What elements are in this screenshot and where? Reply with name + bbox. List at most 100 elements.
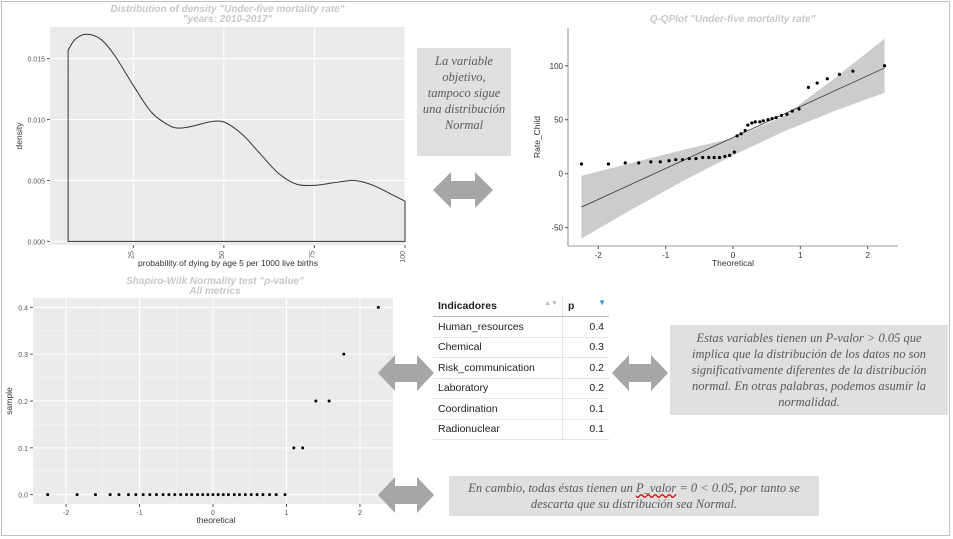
qq-point <box>623 161 627 165</box>
density-panel <box>50 27 405 245</box>
qq-y-label: Rate_Child <box>532 116 542 158</box>
density-y-tick-label: 0.015 <box>27 57 45 64</box>
qq-point <box>674 158 678 162</box>
sort-desc-icon[interactable]: ▼ <box>598 298 606 307</box>
qq-point <box>806 85 811 89</box>
density-title-line1: Distribution of density "Under-five mort… <box>110 4 345 15</box>
qq-point <box>606 162 611 166</box>
qq-x-tick-label: -2 <box>595 251 603 260</box>
cell-p: 0.2 <box>562 378 609 399</box>
sw-x-tick-label: -2 <box>63 510 69 517</box>
sw-y-tick-label: 0.0 <box>18 493 28 500</box>
table-row: Chemical 0.3 <box>433 337 609 358</box>
sw-point <box>314 399 318 403</box>
qq-point <box>882 64 887 68</box>
sw-x-tick-label: 2 <box>358 510 362 517</box>
qq-fit-line <box>581 67 885 208</box>
sw-point <box>161 493 165 497</box>
sw-point <box>173 493 177 497</box>
sw-y-tick-label: 0.2 <box>18 399 28 406</box>
density-chart-title: Distribution of density "Under-five mort… <box>50 5 405 25</box>
note3-pvalor-term: P_valor <box>635 481 677 495</box>
qq-y-tick-label: 100 <box>550 62 564 71</box>
qq-y-tick-label: 0 <box>559 170 564 179</box>
table-row: Coordination 0.1 <box>433 398 609 420</box>
qq-point <box>746 123 750 127</box>
qq-y-tick-label: -50 <box>551 224 563 233</box>
sw-x-tick-label: 0 <box>211 510 215 517</box>
qq-x-tick-label: 0 <box>731 251 736 260</box>
qq-point <box>790 109 794 113</box>
sw-point <box>249 493 253 497</box>
density-title-line2: "years: 2010-2017" <box>182 14 273 25</box>
sw-point <box>141 493 145 497</box>
qq-point <box>687 156 691 161</box>
qq-point <box>728 153 732 157</box>
sw-point <box>179 493 183 497</box>
cell-indicator: Chemical <box>433 337 563 358</box>
density-x-tick-label: 25 <box>128 251 135 259</box>
header-label: Indicadores <box>438 300 497 312</box>
column-header-p[interactable]: p ▼ <box>562 296 609 317</box>
qq-point <box>723 154 727 159</box>
cell-p: 0.3 <box>562 337 609 358</box>
note-pvalue-normal: Estas variables tienen un P-valor > 0.05… <box>670 325 948 415</box>
cell-p: 0.2 <box>562 357 609 379</box>
density-y-label: density <box>14 122 24 150</box>
qq-point <box>637 161 641 165</box>
qq-point <box>779 113 784 118</box>
qq-point <box>851 69 855 73</box>
sw-point <box>216 493 220 497</box>
note-pvalue-zero: En cambio, todas éstas tienen un P_valor… <box>449 476 819 516</box>
density-chart: 0.000 0.005 0.010 0.015 25 50 75 100 probabilit… <box>14 27 407 268</box>
cell-p: 0.1 <box>562 398 609 420</box>
qq-point <box>735 134 739 138</box>
qq-x-tick-label: -1 <box>662 251 670 260</box>
qq-point <box>712 155 716 160</box>
qq-point <box>750 121 754 125</box>
note2-text: Estas variables tienen un P-valor > 0.05… <box>691 331 927 409</box>
density-y-tick-label: 0.000 <box>27 239 45 246</box>
qq-point <box>717 155 722 160</box>
sw-point <box>167 493 171 497</box>
cell-p: 0.1 <box>562 419 609 440</box>
column-header-indicadores[interactable]: Indicadores ▲▼ <box>433 296 563 317</box>
qq-point <box>667 159 671 163</box>
sw-point <box>327 399 331 403</box>
double-arrow-icon <box>433 172 493 208</box>
sw-point <box>206 493 210 497</box>
cell-indicator: Laboratory <box>433 378 563 399</box>
density-x-tick-label: 100 <box>400 251 407 263</box>
qq-point <box>774 115 778 120</box>
qq-point <box>707 155 711 160</box>
note3-text-b: = 0 < 0.05, por tanto se descarta que su… <box>530 481 800 511</box>
qq-point <box>739 132 743 136</box>
sw-point <box>196 493 200 497</box>
sw-point <box>283 493 287 497</box>
cell-p: 0.4 <box>562 316 609 338</box>
sw-y-label: sample <box>4 387 14 415</box>
qq-point <box>758 120 762 124</box>
sw-point <box>243 493 247 497</box>
qq-point <box>649 160 653 164</box>
density-y-tick-label: 0.010 <box>27 118 45 125</box>
table-row: Radionuclear 0.1 <box>433 419 609 440</box>
qq-point <box>825 77 829 81</box>
sw-title-line1: Shapiro-Wilk Normality test "p-value" <box>126 276 304 287</box>
sw-y-tick-label: 0.3 <box>18 352 28 359</box>
double-arrow-icon <box>612 355 668 391</box>
qq-chart-title: Q-QPlot "Under-five mortality rate" <box>649 14 816 25</box>
qq-point <box>579 162 584 166</box>
qq-point <box>785 112 789 116</box>
sort-icon[interactable]: ▲▼ <box>544 300 558 307</box>
sw-y-tick-label: 0.1 <box>18 446 28 453</box>
sw-title-line2: All metrics <box>189 286 241 297</box>
sw-x-label: theoretical <box>196 515 235 525</box>
sw-point <box>255 493 259 497</box>
qq-point <box>766 118 770 122</box>
sw-point <box>148 493 152 497</box>
qq-confidence-band <box>581 38 885 239</box>
sw-point <box>201 493 205 497</box>
qq-point <box>658 160 662 164</box>
